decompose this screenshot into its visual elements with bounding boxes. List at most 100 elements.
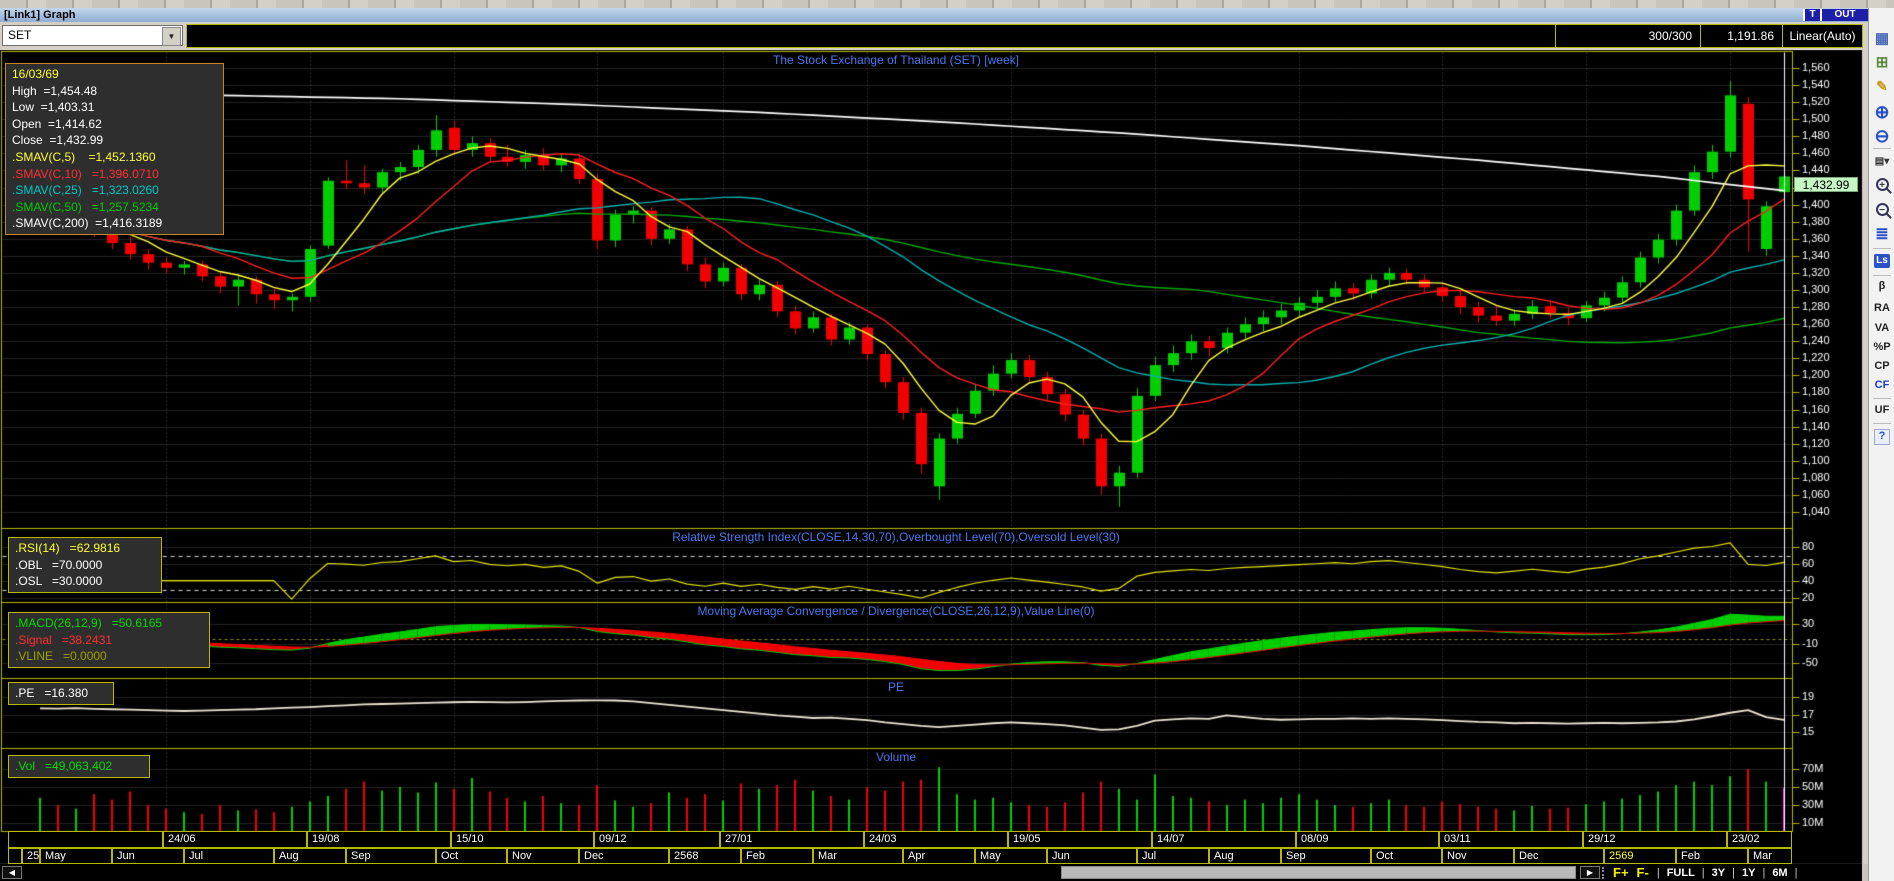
main-chart-title: The Stock Exchange of Thailand (SET) [we…: [773, 53, 1019, 67]
zoom-out-icon-glyph: −: [1875, 203, 1889, 216]
separator: |: [1732, 866, 1735, 879]
data-table-icon[interactable]: ▦: [1874, 30, 1890, 47]
year-cell: 2569: [1604, 848, 1676, 864]
legend-row: Low =1,403.31: [12, 100, 95, 115]
pe-panel-title: PE: [887, 680, 904, 694]
legend-row: .SMAV(C,200) =1,416.3189: [12, 216, 163, 231]
date-tick-cell: 29/12: [1583, 831, 1727, 848]
toolbar-grip: [1602, 866, 1607, 879]
window-title: [Link1] Graph: [4, 9, 76, 21]
symbol-value: SET: [8, 28, 32, 42]
pe-info-box: .PE =16.380: [8, 682, 114, 705]
legend-row: 16/03/69: [12, 67, 59, 81]
zoom-in-icon[interactable]: +: [1869, 178, 1894, 191]
date-tick-cell: 27/01: [720, 831, 864, 848]
cf-button[interactable]: CF: [1874, 379, 1890, 391]
month-cell: Sep: [346, 848, 436, 864]
right-icon-toolbar: ▦ ⊞ ✎ ⊕ ⊖ ▤▾ + − ≣ Ls β RA VA %P CP CF UF?: [1868, 8, 1894, 881]
report-icon[interactable]: ≣: [1875, 226, 1889, 243]
month-cell: Jul: [1137, 848, 1209, 864]
f-plus-button[interactable]: F+: [1613, 865, 1629, 880]
month-cell: Oct: [436, 848, 507, 864]
legend-row: Open =1,414.62: [12, 116, 102, 131]
year-cell: 2567: [22, 848, 40, 864]
separator: |: [1656, 866, 1660, 879]
separator: |: [1762, 866, 1766, 879]
legend-row: .OSL =30.0000: [15, 574, 103, 589]
month-cell: Jun: [1047, 848, 1137, 864]
volume-panel-title: Volume: [875, 750, 917, 764]
f-minus-button[interactable]: F-: [1636, 865, 1649, 880]
bars-count-field: 300/300: [1555, 24, 1701, 48]
ls-button-label: Ls: [1874, 254, 1890, 268]
toolbar-separator: [1873, 423, 1891, 424]
legend-row: .SMAV(C,10) =1,396.0710: [12, 166, 159, 181]
va-button[interactable]: VA: [1874, 322, 1890, 334]
scrollbar-thumb[interactable]: [1061, 866, 1576, 879]
month-cell: Feb: [1676, 848, 1748, 864]
ls-button[interactable]: Ls: [1869, 254, 1894, 268]
date-tick-cell: 19/05: [1008, 831, 1152, 848]
percent-p-button[interactable]: %P: [1873, 341, 1891, 353]
month-cell: Dec: [1514, 848, 1604, 864]
separator: |: [1701, 866, 1705, 879]
legend-row: .SMAV(C,5) =1,452.1360: [12, 149, 156, 164]
chevron-down-icon[interactable]: ▼: [162, 27, 181, 46]
out-button[interactable]: OUT: [1820, 9, 1868, 21]
legend-row: Close =1,432.99: [12, 133, 104, 148]
legend-row: .RSI(14) =62.9816: [15, 541, 121, 555]
range-button-3y[interactable]: 3Y: [1711, 866, 1726, 879]
date-tick-cell: [8, 831, 163, 848]
zoom-x-minus-icon[interactable]: ⊖: [1874, 126, 1890, 146]
range-button-1y[interactable]: 1Y: [1741, 866, 1756, 879]
uf-button[interactable]: UF: [1874, 404, 1890, 416]
scroll-right-button[interactable]: ▶: [1580, 866, 1600, 879]
toolbar-separator: [1873, 275, 1891, 276]
month-cell: May: [40, 848, 112, 864]
ra-button[interactable]: RA: [1874, 302, 1890, 314]
t-button[interactable]: T: [1803, 9, 1820, 21]
date-tick-cell: 03/11: [1439, 831, 1583, 848]
window-title-bar: [Link1] Graph T OUT: [0, 8, 1868, 23]
macd-info-box: .MACD(26,12,9) =50.6165 .Signal =38.2431.…: [8, 612, 210, 668]
range-button-6m[interactable]: 6M: [1772, 866, 1788, 879]
month-cell: Dec: [579, 848, 669, 864]
month-cell: Nov: [507, 848, 579, 864]
legend-row: .SMAV(C,25) =1,323.0260: [12, 183, 159, 198]
chart-export-icon[interactable]: ⊞: [1875, 54, 1889, 71]
last-value-field: 1,191.86: [1700, 24, 1783, 48]
month-cell: Nov: [1442, 848, 1514, 864]
scroll-left-button[interactable]: ◀: [2, 866, 22, 879]
legend-row: High =1,454.48: [12, 83, 98, 98]
date-tick-cell: 19/08: [307, 831, 451, 848]
year-cell: 2568: [669, 848, 741, 864]
range-button-full[interactable]: FULL: [1666, 866, 1695, 879]
rsi-panel-title: Relative Strength Index(CLOSE,14,30,70),…: [672, 530, 1120, 544]
zoom-out-icon[interactable]: −: [1869, 203, 1894, 216]
symbol-dropdown[interactable]: SET ▼: [2, 25, 183, 46]
rsi-info-box: .RSI(14) =62.9816 .OBL =70.0000 .OSL =30.0…: [8, 537, 162, 593]
range-button-group: F+ F- | FULL | 3Y | 1Y | 6M |: [1602, 864, 1797, 881]
help-button[interactable]: ?: [1869, 429, 1894, 445]
month-cell: Aug: [1209, 848, 1281, 864]
last-price-tag: 1,432.99: [1794, 177, 1858, 192]
month-cell: May: [975, 848, 1047, 864]
month-cell: Jun: [112, 848, 184, 864]
scale-mode-field[interactable]: Linear(Auto): [1782, 24, 1863, 48]
legend-row: .OBL =70.0000: [15, 557, 103, 572]
legend-row: .SMAV(C,50) =1,257.5234: [12, 199, 159, 214]
date-tick-cell: 08/09: [1296, 831, 1439, 848]
beta-button[interactable]: β: [1878, 280, 1886, 292]
help-button-label: ?: [1874, 429, 1890, 445]
zoom-x-plus-icon[interactable]: ⊕: [1874, 102, 1890, 122]
year-cell: [8, 848, 22, 864]
month-cell: Jul: [184, 848, 274, 864]
cp-button[interactable]: CP: [1874, 360, 1890, 372]
month-cell: Sep: [1281, 848, 1371, 864]
month-cell: Apr: [903, 848, 975, 864]
date-tick-cell: 09/12: [594, 831, 720, 848]
chart-properties-icon[interactable]: ✎: [1876, 78, 1888, 94]
date-tick-cell: 24/03: [864, 831, 1008, 848]
line-style-icon[interactable]: ▤▾: [1874, 156, 1890, 167]
